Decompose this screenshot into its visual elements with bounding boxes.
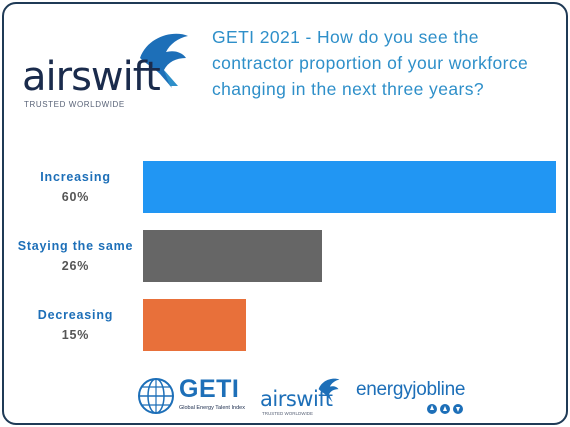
geti-subtitle: Global Energy Talent Index xyxy=(179,405,245,411)
energy-drops-icon xyxy=(427,404,463,414)
category-label: Decreasing xyxy=(37,308,114,322)
bar-increasing xyxy=(143,161,556,213)
bar-chart: Increasing 60% Staying the same 26% Decreasi… xyxy=(4,144,566,359)
footer-logos: GETI Global Energy Talent Index airswift… xyxy=(4,369,566,421)
energyjobline-logo: energyjobline xyxy=(356,375,471,419)
category-label: Increasing xyxy=(40,170,111,184)
category-label: Staying the same xyxy=(17,239,134,253)
swift-bird-icon xyxy=(318,378,340,403)
airswift-small-logo: airswift TRUSTED WORLDWIDE xyxy=(260,373,348,417)
airswift-small-tagline: TRUSTED WORLDWIDE xyxy=(262,411,313,416)
geti-logo: GETI Global Energy Talent Index xyxy=(137,375,247,417)
bar-decreasing xyxy=(143,299,247,351)
airswift-small-wordmark: airswift xyxy=(260,387,333,411)
globe-icon xyxy=(138,378,174,414)
swift-bird-icon xyxy=(140,33,188,88)
energyjobline-wordmark: energyjobline xyxy=(356,379,466,400)
airswift-logo: airswift TRUSTED WORLDWIDE xyxy=(22,22,192,109)
bar-staying-the-same xyxy=(143,230,322,282)
value-label: 15% xyxy=(61,328,90,342)
logo-wordmark: airswift xyxy=(22,54,161,100)
value-label: 60% xyxy=(61,190,90,204)
chart-question: GETI 2021 - How do you see the contracto… xyxy=(212,27,529,99)
geti-wordmark: GETI xyxy=(179,375,240,403)
value-label: 26% xyxy=(61,259,90,273)
logo-tagline: TRUSTED WORLDWIDE xyxy=(24,100,125,109)
